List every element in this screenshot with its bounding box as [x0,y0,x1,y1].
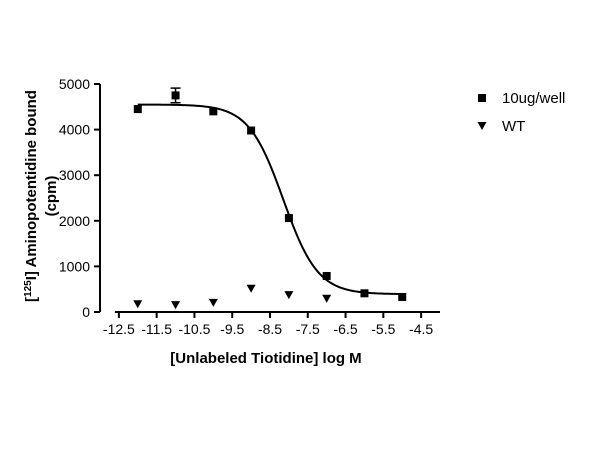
y-tick-label: 4000 [59,122,90,138]
legend-marker-square-icon [478,94,486,102]
x-tick-label: -8.5 [258,321,282,337]
data-point-wt [322,294,332,303]
legend-marker-triangle-icon [477,121,487,131]
x-tick-label: -5.5 [371,321,395,337]
data-point-wt [133,300,143,309]
x-tick-label: -9.5 [220,321,244,337]
y-tick-label: 5000 [59,76,90,92]
x-tick-label: -11.5 [141,321,172,337]
data-point-10ug-well [322,271,331,280]
data-point-10ug-well [360,289,369,298]
y-axis-title-superscript: 125 [23,280,34,297]
data-point-wt [284,291,294,300]
y-axis-title-line2: (cpm) [43,176,60,217]
legend-label: 10ug/well [502,90,565,107]
y-axis-title-main: I] Aminopotentidine bound [23,90,40,280]
legend-label: WT [502,118,525,135]
data-point-wt [208,298,218,307]
y-axis-title-prefix: [ [23,297,40,302]
data-point-wt [246,284,256,293]
data-point-10ug-well [284,214,293,223]
x-tick-label: -6.5 [333,321,357,337]
data-point-10ug-well [133,105,142,114]
data-point-10ug-well [171,91,180,100]
legend: 10ug/well WT [477,90,565,135]
data-point-wt [171,301,181,310]
data-point-10ug-well [209,107,218,116]
y-tick-label: 0 [82,304,90,320]
data-point-10ug-well [398,292,407,301]
plot-area: 0 1000 2000 3000 4000 5000 -12.5 -11.5 -10.5 -9.5… [59,76,440,337]
y-tick-label: 1000 [59,258,90,274]
y-tick-label: 2000 [59,213,90,229]
x-tick-label: -4.5 [409,321,433,337]
x-tick-label: -7.5 [296,321,320,337]
x-tick-label: -12.5 [103,321,135,337]
data-point-10ug-well [247,126,256,135]
y-axis-title: [125I] Aminopotentidine bound [23,90,41,302]
fit-curve [137,103,403,296]
x-axis-title: [Unlabeled Tiotidine] log M [170,350,361,367]
x-tick-label: -10.5 [178,321,210,337]
y-tick-label: 3000 [59,167,90,183]
